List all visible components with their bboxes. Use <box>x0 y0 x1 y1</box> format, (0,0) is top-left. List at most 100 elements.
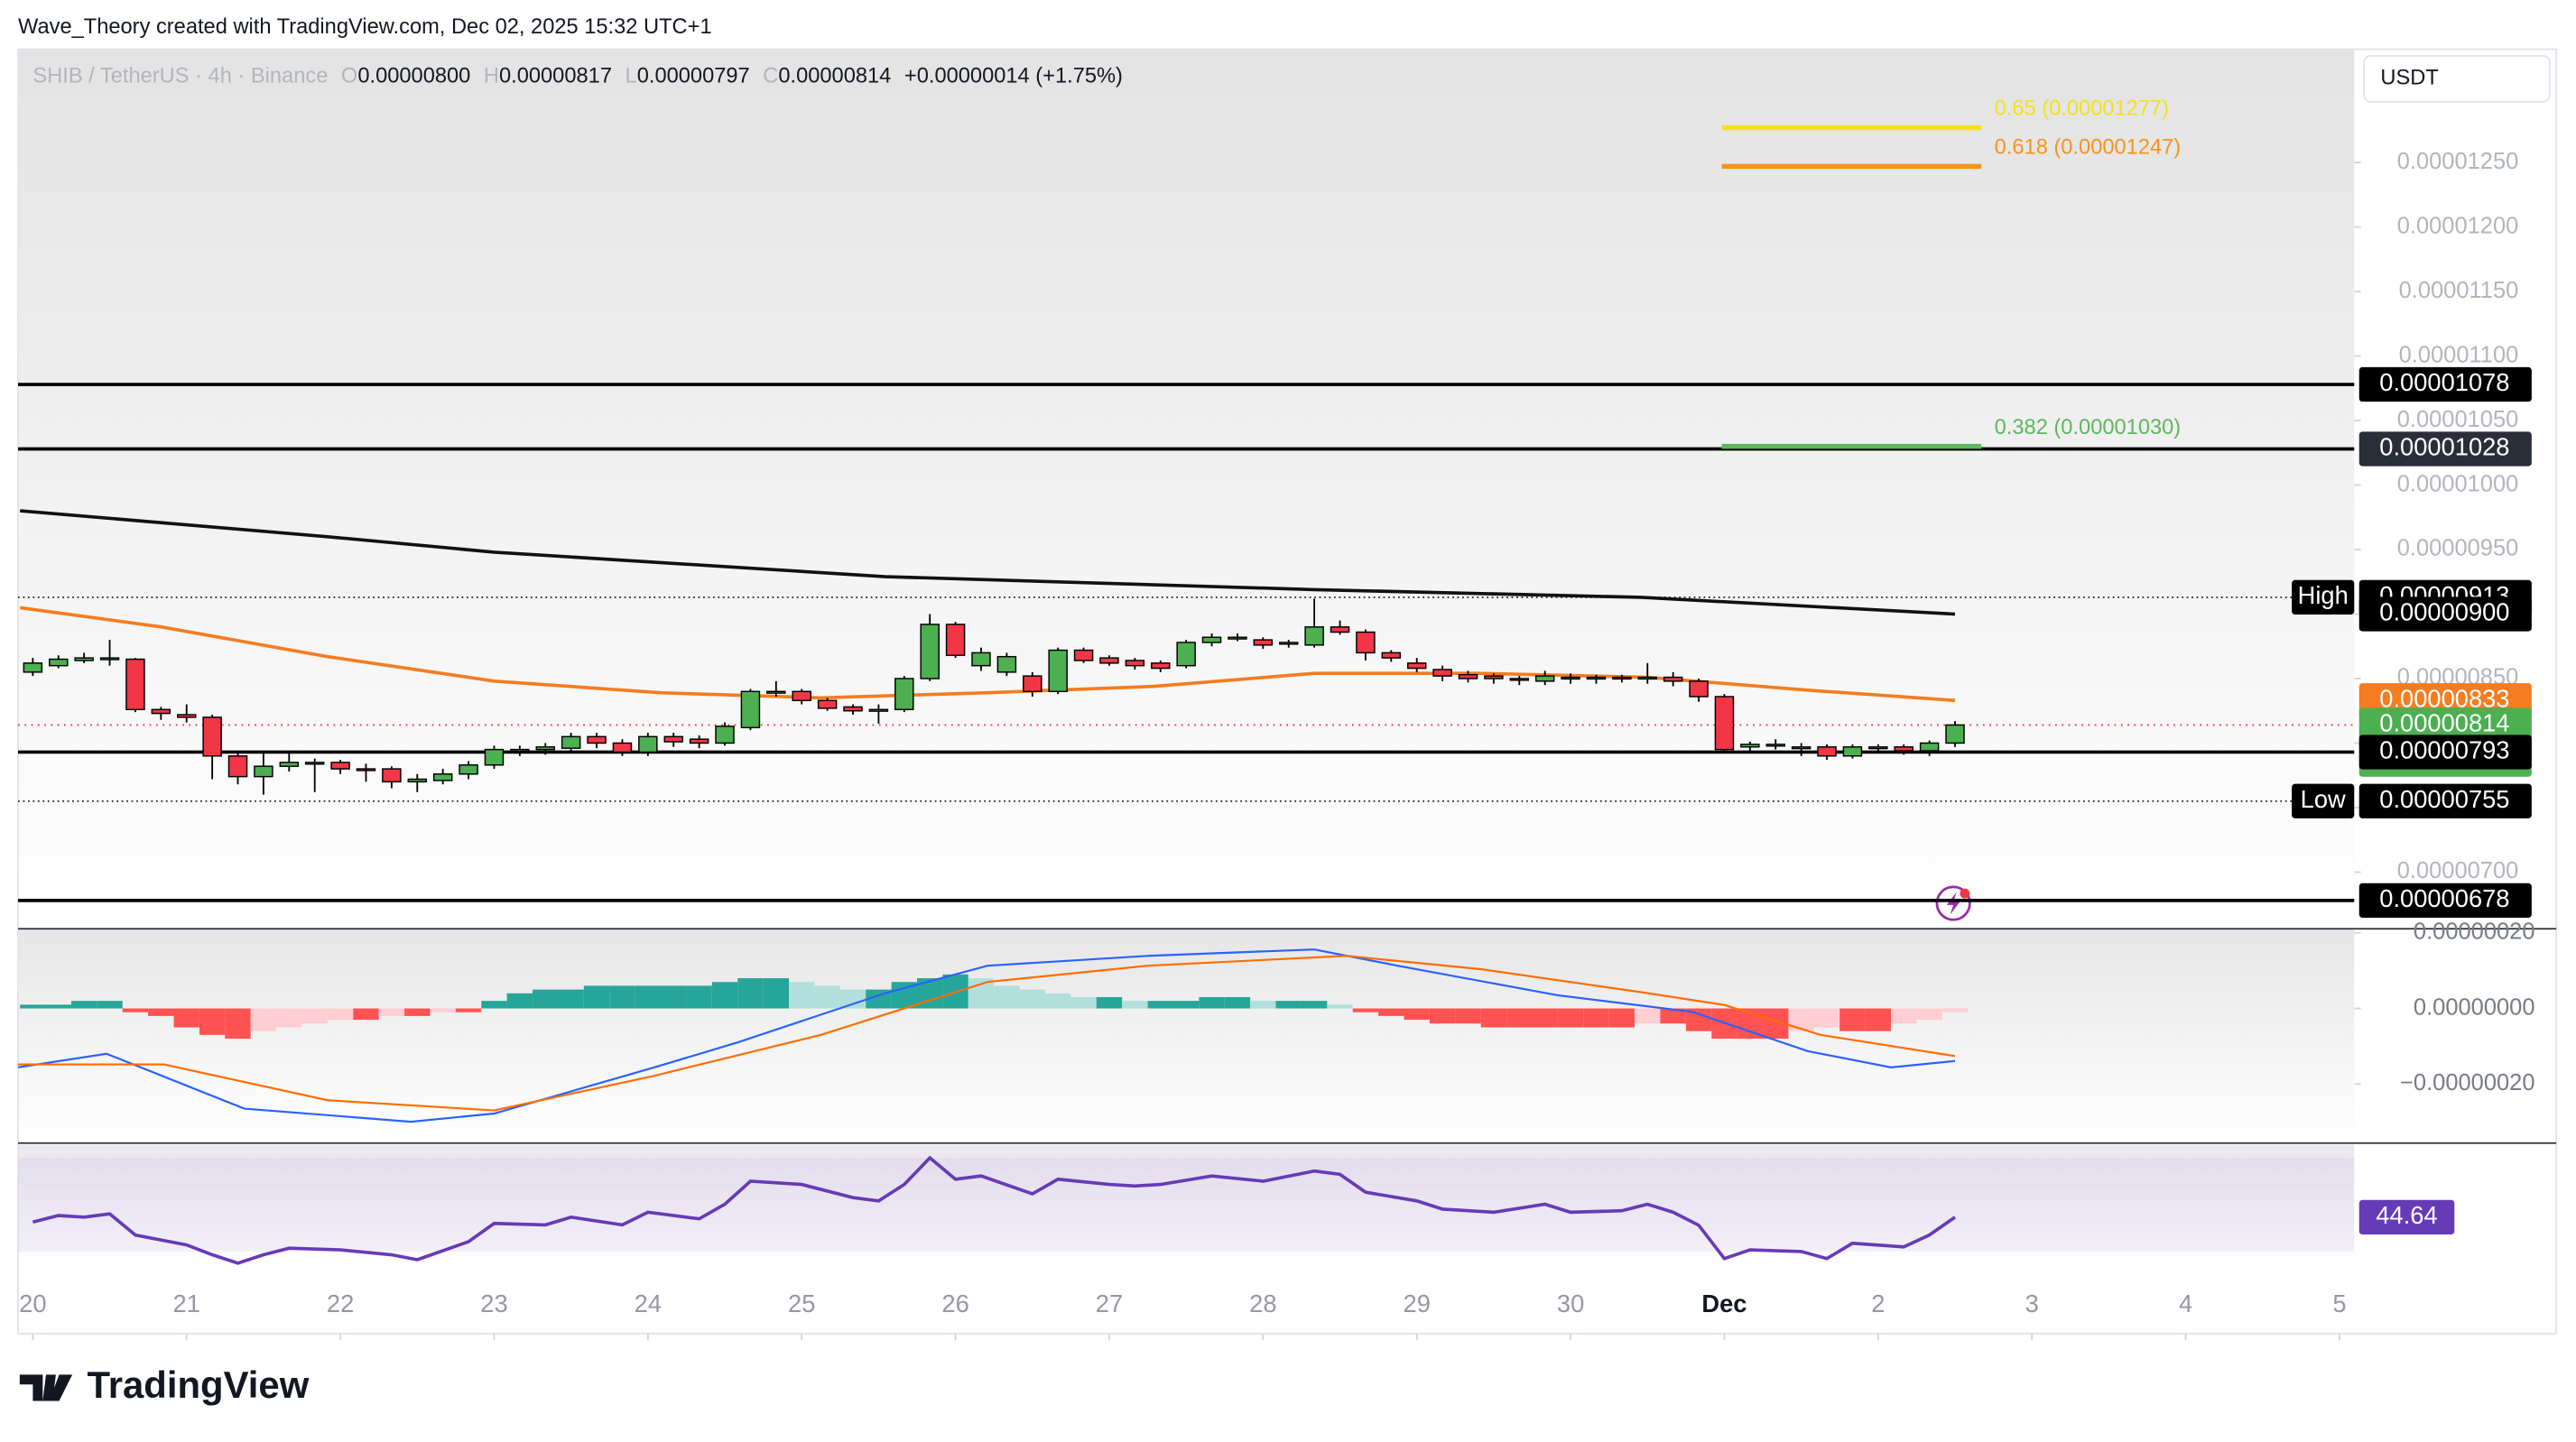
macd-bar <box>635 985 662 1009</box>
candle-body <box>407 778 428 783</box>
candle-body <box>996 655 1017 673</box>
candle-body <box>638 735 658 753</box>
candle-body <box>587 735 607 744</box>
alert-icon-bolt <box>1946 892 1960 915</box>
fib-label: 0.382 (0.00001030) <box>1995 416 2182 439</box>
candle-body <box>843 706 863 712</box>
macd-bar <box>378 1008 405 1016</box>
candle-body <box>1919 742 1940 752</box>
candle-body <box>1304 626 1324 646</box>
candle-body <box>1151 662 1171 670</box>
macd-bar <box>1788 1008 1814 1031</box>
candle-body <box>1458 673 1478 679</box>
y-tick-label: 0.00000700 <box>2397 858 2519 883</box>
rsi-pane <box>18 1144 2355 1265</box>
ohlc-value: 0.00000817 <box>499 65 612 88</box>
macd-bar <box>1839 1008 1866 1031</box>
candle-body <box>920 624 940 679</box>
macd-bar <box>1557 1008 1584 1028</box>
x-tick-label: 30 <box>1557 1289 1584 1317</box>
macd-bar <box>1635 1008 1661 1024</box>
candle-body <box>432 773 453 781</box>
macd-bar <box>1301 1001 1328 1009</box>
candle-body <box>1201 636 1222 643</box>
macd-bar <box>45 1004 71 1009</box>
candle-body <box>1714 696 1735 751</box>
ohlc-value: 0.00000800 <box>357 65 470 88</box>
candle-body <box>1765 744 1785 747</box>
candle-body <box>330 762 350 770</box>
macd-bar <box>1199 996 1225 1009</box>
logo-text: TradingView <box>87 1363 309 1406</box>
macd-bar <box>173 1008 199 1028</box>
y-tick-label: 0.00001100 <box>2399 342 2519 367</box>
macd-bar <box>1583 1008 1609 1028</box>
candle-body <box>254 765 273 778</box>
rsi-band <box>18 1158 2355 1252</box>
macd-bar <box>1275 1001 1302 1009</box>
macd-bar <box>1506 1008 1533 1028</box>
macd-bar <box>97 1001 123 1009</box>
macd-bar <box>1813 1008 1840 1028</box>
ohlc-key: C <box>763 65 778 88</box>
macd-bar <box>20 1004 46 1009</box>
macd-bar <box>148 1008 174 1016</box>
candle-body <box>510 748 530 753</box>
candle-body <box>766 690 786 694</box>
candle-body <box>49 658 69 667</box>
macd-bar <box>1660 1008 1686 1024</box>
frame <box>17 48 2558 1335</box>
change: +0.00000014 (+1.75%) <box>904 65 1123 88</box>
candle-body <box>279 762 300 767</box>
candle-body <box>1432 669 1452 677</box>
ohlc-value: 0.00000814 <box>778 65 891 88</box>
macd-bar <box>1070 996 1097 1009</box>
macd-bar <box>301 1008 328 1024</box>
macd-bar <box>1250 1001 1276 1009</box>
ohlc-key: O <box>341 65 357 88</box>
macd-bar <box>481 1001 507 1009</box>
y-tick-label: 0.00000000 <box>2414 994 2535 1020</box>
candle-body <box>1356 631 1376 654</box>
candle-body <box>1894 746 1913 752</box>
candle-body <box>1023 675 1042 693</box>
x-tick-label: 2 <box>1871 1289 1885 1317</box>
macd-bar <box>1608 1008 1635 1028</box>
candle-body <box>227 755 248 778</box>
candle-body <box>689 738 709 744</box>
candle-body <box>1663 676 1683 682</box>
candle-body <box>1817 746 1837 757</box>
rsi-label: 44.64 <box>2376 1201 2437 1229</box>
y-tick-label: 0.00001050 <box>2397 407 2519 432</box>
ohlc-key: L <box>625 65 637 88</box>
candle-body <box>1842 746 1863 757</box>
macd-bar <box>558 989 584 1009</box>
candle-body <box>1381 652 1402 659</box>
currency[interactable]: USDT <box>2380 67 2438 90</box>
candle-body <box>1534 675 1555 682</box>
price-box <box>2358 596 2532 632</box>
price-label: 0.00000833 <box>2379 685 2509 713</box>
currency-button[interactable] <box>2363 54 2551 103</box>
price-box <box>2358 883 2532 918</box>
price-label: 0.00000900 <box>2379 598 2509 626</box>
macd-bar <box>763 978 790 1009</box>
candle-body <box>1125 660 1145 667</box>
macd-bar <box>1941 1008 1969 1012</box>
macd-bar <box>327 1008 354 1021</box>
macd-bar <box>533 989 559 1009</box>
macd-bar <box>122 1008 149 1012</box>
macd-bar <box>1096 996 1123 1009</box>
candle-body <box>1484 675 1504 679</box>
candle-body <box>1253 639 1274 646</box>
candle-body <box>1278 642 1299 645</box>
candle-body <box>894 678 914 711</box>
candle-body <box>304 762 325 765</box>
macd-bar <box>1429 1008 1456 1024</box>
macd-bar <box>609 985 635 1009</box>
macd-bar <box>1891 1008 1917 1024</box>
price-label: 0.00001078 <box>2379 368 2509 396</box>
alert-dot <box>1960 888 1970 899</box>
macd-bar <box>1172 1001 1200 1009</box>
x-tick-label: 20 <box>19 1289 46 1317</box>
